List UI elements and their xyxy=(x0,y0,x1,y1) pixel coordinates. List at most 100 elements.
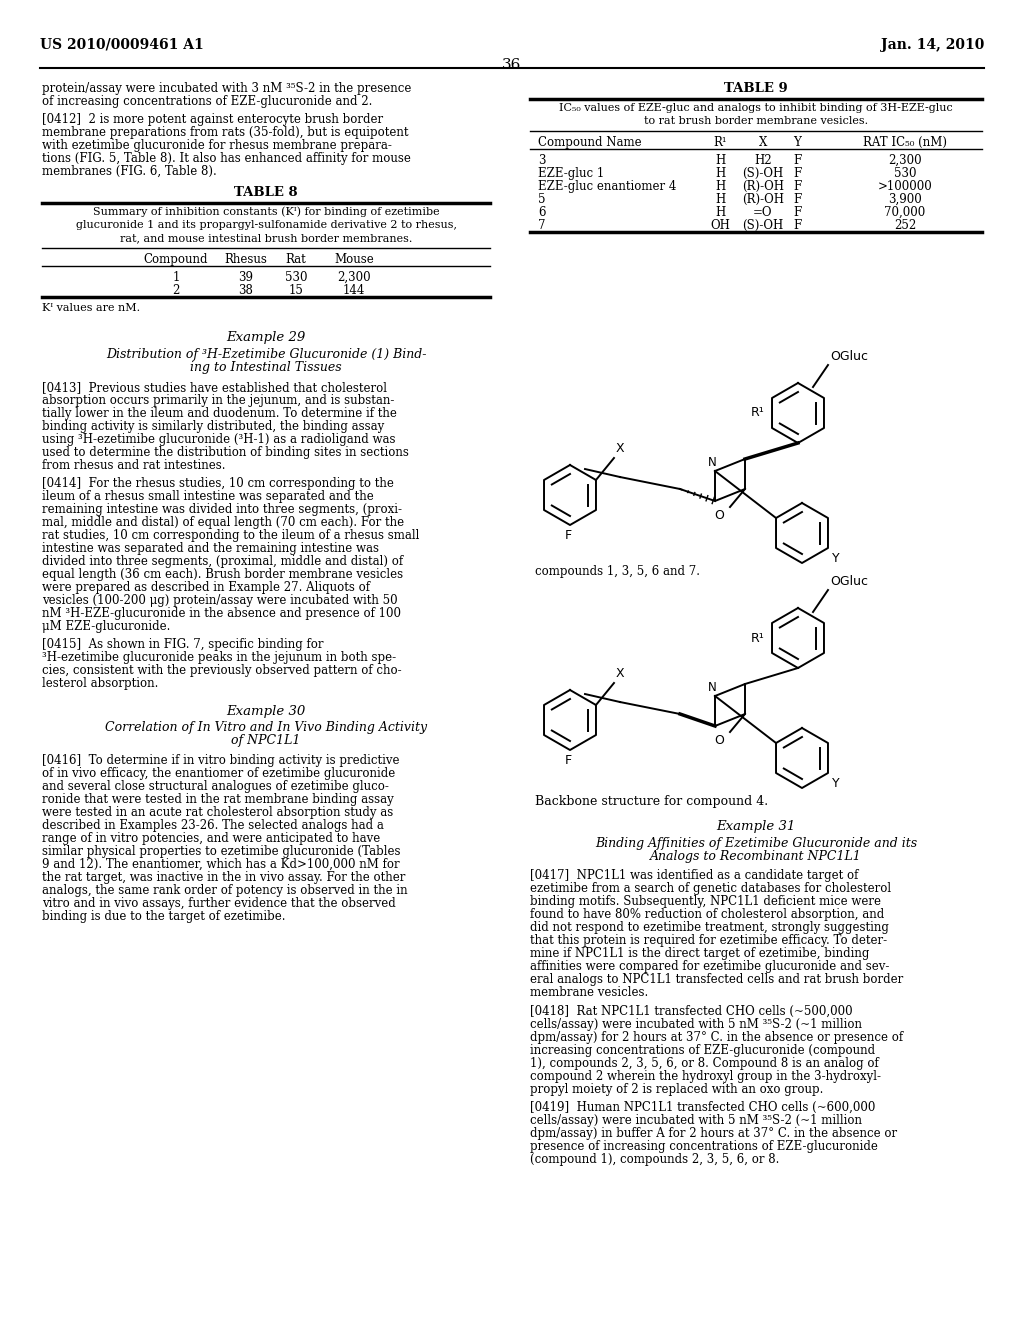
Text: (S)-OH: (S)-OH xyxy=(742,166,783,180)
Text: absorption occurs primarily in the jejunum, and is substan-: absorption occurs primarily in the jejun… xyxy=(42,393,394,407)
Text: X: X xyxy=(616,667,625,680)
Text: F: F xyxy=(793,154,801,166)
Text: [0419]  Human NPC1L1 transfected CHO cells (~600,000: [0419] Human NPC1L1 transfected CHO cell… xyxy=(530,1101,876,1114)
Text: Binding Affinities of Ezetimibe Glucuronide and its: Binding Affinities of Ezetimibe Glucuron… xyxy=(595,837,918,850)
Text: the rat target, was inactive in the in vivo assay. For the other: the rat target, was inactive in the in v… xyxy=(42,871,406,884)
Text: 6: 6 xyxy=(538,206,546,219)
Text: Compound Name: Compound Name xyxy=(538,136,642,149)
Text: 36: 36 xyxy=(503,58,521,73)
Text: found to have 80% reduction of cholesterol absorption, and: found to have 80% reduction of cholester… xyxy=(530,908,885,921)
Text: used to determine the distribution of binding sites in sections: used to determine the distribution of bi… xyxy=(42,446,409,459)
Text: were prepared as described in Example 27. Aliquots of: were prepared as described in Example 27… xyxy=(42,581,370,594)
Text: lesterol absorption.: lesterol absorption. xyxy=(42,677,159,690)
Text: affinities were compared for ezetimibe glucuronide and sev-: affinities were compared for ezetimibe g… xyxy=(530,961,890,973)
Text: H: H xyxy=(715,154,725,166)
Text: equal length (36 cm each). Brush border membrane vesicles: equal length (36 cm each). Brush border … xyxy=(42,568,403,581)
Text: Analogs to Recombinant NPC1L1: Analogs to Recombinant NPC1L1 xyxy=(650,850,862,863)
Text: [0416]  To determine if in vitro binding activity is predictive: [0416] To determine if in vitro binding … xyxy=(42,754,399,767)
Text: vesicles (100-200 μg) protein/assay were incubated with 50: vesicles (100-200 μg) protein/assay were… xyxy=(42,594,397,607)
Text: 3,900: 3,900 xyxy=(888,193,922,206)
Text: 5: 5 xyxy=(538,193,546,206)
Text: of in vivo efficacy, the enantiomer of ezetimibe glucuronide: of in vivo efficacy, the enantiomer of e… xyxy=(42,767,395,780)
Text: 1), compounds 2, 3, 5, 6, or 8. Compound 8 is an analog of: 1), compounds 2, 3, 5, 6, or 8. Compound… xyxy=(530,1056,879,1069)
Text: ing to Intestinal Tissues: ing to Intestinal Tissues xyxy=(190,362,342,375)
Text: >100000: >100000 xyxy=(878,180,933,193)
Text: cells/assay) were incubated with 5 nM ³⁵S-2 (~1 million: cells/assay) were incubated with 5 nM ³⁵… xyxy=(530,1018,862,1031)
Text: Correlation of In Vitro and In Vivo Binding Activity: Correlation of In Vitro and In Vivo Bind… xyxy=(104,722,427,734)
Text: [0417]  NPC1L1 was identified as a candidate target of: [0417] NPC1L1 was identified as a candid… xyxy=(530,870,858,882)
Text: X: X xyxy=(616,442,625,455)
Text: intestine was separated and the remaining intestine was: intestine was separated and the remainin… xyxy=(42,543,379,556)
Text: described in Examples 23-26. The selected analogs had a: described in Examples 23-26. The selecte… xyxy=(42,818,384,832)
Text: divided into three segments, (proximal, middle and distal) of: divided into three segments, (proximal, … xyxy=(42,556,403,568)
Text: protein/assay were incubated with 3 nM ³⁵S-2 in the presence: protein/assay were incubated with 3 nM ³… xyxy=(42,82,412,95)
Text: Example 31: Example 31 xyxy=(717,820,796,833)
Text: 9 and 12). The enantiomer, which has a Kd>100,000 nM for: 9 and 12). The enantiomer, which has a K… xyxy=(42,858,399,871)
Text: 530: 530 xyxy=(894,166,916,180)
Text: Rat: Rat xyxy=(286,253,306,265)
Text: H: H xyxy=(715,166,725,180)
Text: N: N xyxy=(709,455,717,469)
Text: cells/assay) were incubated with 5 nM ³⁵S-2 (~1 million: cells/assay) were incubated with 5 nM ³⁵… xyxy=(530,1114,862,1127)
Text: [0418]  Rat NPC1L1 transfected CHO cells (~500,000: [0418] Rat NPC1L1 transfected CHO cells … xyxy=(530,1005,853,1018)
Text: [0415]  As shown in FIG. 7, specific binding for: [0415] As shown in FIG. 7, specific bind… xyxy=(42,639,324,651)
Text: ezetimibe from a search of genetic databases for cholesterol: ezetimibe from a search of genetic datab… xyxy=(530,882,891,895)
Text: cies, consistent with the previously observed pattern of cho-: cies, consistent with the previously obs… xyxy=(42,664,401,677)
Text: from rhesus and rat intestines.: from rhesus and rat intestines. xyxy=(42,459,225,471)
Text: binding motifs. Subsequently, NPC1L1 deficient mice were: binding motifs. Subsequently, NPC1L1 def… xyxy=(530,895,881,908)
Text: IC₅₀ values of EZE-gluc and analogs to inhibit binding of 3H-EZE-gluc: IC₅₀ values of EZE-gluc and analogs to i… xyxy=(559,103,953,114)
Text: F: F xyxy=(564,754,571,767)
Text: remaining intestine was divided into three segments, (proxi-: remaining intestine was divided into thr… xyxy=(42,503,402,516)
Text: (R)-OH: (R)-OH xyxy=(742,193,784,206)
Text: did not respond to ezetimibe treatment, strongly suggesting: did not respond to ezetimibe treatment, … xyxy=(530,921,889,935)
Text: OGluc: OGluc xyxy=(830,350,868,363)
Text: and several close structural analogues of ezetimibe gluco-: and several close structural analogues o… xyxy=(42,780,389,793)
Text: 530: 530 xyxy=(285,271,307,284)
Text: TABLE 8: TABLE 8 xyxy=(234,186,298,199)
Text: analogs, the same rank order of potency is observed in the in: analogs, the same rank order of potency … xyxy=(42,884,408,898)
Text: ronide that were tested in the rat membrane binding assay: ronide that were tested in the rat membr… xyxy=(42,793,394,807)
Text: Y: Y xyxy=(831,552,840,565)
Text: that this protein is required for ezetimibe efficacy. To deter-: that this protein is required for ezetim… xyxy=(530,935,887,948)
Text: US 2010/0009461 A1: US 2010/0009461 A1 xyxy=(40,38,204,51)
Text: increasing concentrations of EZE-glucuronide (compound: increasing concentrations of EZE-glucuro… xyxy=(530,1044,876,1056)
Text: Y: Y xyxy=(793,136,801,149)
Text: similar physical properties to ezetimibe glucuronide (Tables: similar physical properties to ezetimibe… xyxy=(42,845,400,858)
Text: F: F xyxy=(793,206,801,219)
Text: of NPC1L1: of NPC1L1 xyxy=(231,734,301,747)
Text: F: F xyxy=(793,219,801,232)
Text: binding is due to the target of ezetimibe.: binding is due to the target of ezetimib… xyxy=(42,909,286,923)
Text: rat, and mouse intestinal brush border membranes.: rat, and mouse intestinal brush border m… xyxy=(120,232,413,243)
Text: Compound: Compound xyxy=(143,253,208,265)
Text: 2: 2 xyxy=(172,284,179,297)
Text: 3: 3 xyxy=(538,154,546,166)
Text: 38: 38 xyxy=(239,284,253,297)
Text: EZE-gluc enantiomer 4: EZE-gluc enantiomer 4 xyxy=(538,180,677,193)
Text: dpm/assay) in buffer A for 2 hours at 37° C. in the absence or: dpm/assay) in buffer A for 2 hours at 37… xyxy=(530,1127,897,1139)
Text: compounds 1, 3, 5, 6 and 7.: compounds 1, 3, 5, 6 and 7. xyxy=(535,565,700,578)
Text: Summary of inhibition constants (Kᴵ) for binding of ezetimibe: Summary of inhibition constants (Kᴵ) for… xyxy=(93,207,439,218)
Text: O: O xyxy=(714,734,724,747)
Text: presence of increasing concentrations of EZE-glucuronide: presence of increasing concentrations of… xyxy=(530,1139,878,1152)
Text: 15: 15 xyxy=(289,284,303,297)
Text: dpm/assay) for 2 hours at 37° C. in the absence or presence of: dpm/assay) for 2 hours at 37° C. in the … xyxy=(530,1031,903,1044)
Text: Backbone structure for compound 4.: Backbone structure for compound 4. xyxy=(535,795,768,808)
Text: membranes (FIG. 6, Table 8).: membranes (FIG. 6, Table 8). xyxy=(42,165,217,178)
Text: range of in vitro potencies, and were anticipated to have: range of in vitro potencies, and were an… xyxy=(42,832,380,845)
Text: OH: OH xyxy=(710,219,730,232)
Text: R¹: R¹ xyxy=(751,407,764,420)
Text: 39: 39 xyxy=(239,271,254,284)
Text: RAT IC₅₀ (nM): RAT IC₅₀ (nM) xyxy=(863,136,947,149)
Text: (compound 1), compounds 2, 3, 5, 6, or 8.: (compound 1), compounds 2, 3, 5, 6, or 8… xyxy=(530,1152,779,1166)
Text: eral analogs to NPC1L1 transfected cells and rat brush border: eral analogs to NPC1L1 transfected cells… xyxy=(530,973,903,986)
Text: tions (FIG. 5, Table 8). It also has enhanced affinity for mouse: tions (FIG. 5, Table 8). It also has enh… xyxy=(42,152,411,165)
Text: nM ³H-EZE-glucuronide in the absence and presence of 100: nM ³H-EZE-glucuronide in the absence and… xyxy=(42,607,401,620)
Text: H: H xyxy=(715,180,725,193)
Text: N: N xyxy=(709,681,717,694)
Text: rat studies, 10 cm corresponding to the ileum of a rhesus small: rat studies, 10 cm corresponding to the … xyxy=(42,529,420,543)
Text: vitro and in vivo assays, further evidence that the observed: vitro and in vivo assays, further eviden… xyxy=(42,898,395,909)
Text: X: X xyxy=(759,136,767,149)
Text: O: O xyxy=(714,510,724,521)
Text: were tested in an acute rat cholesterol absorption study as: were tested in an acute rat cholesterol … xyxy=(42,807,393,818)
Text: membrane vesicles.: membrane vesicles. xyxy=(530,986,648,999)
